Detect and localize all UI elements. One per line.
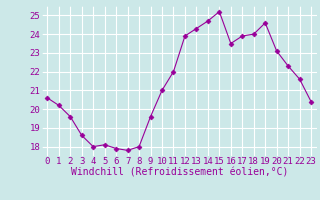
X-axis label: Windchill (Refroidissement éolien,°C): Windchill (Refroidissement éolien,°C)	[70, 168, 288, 178]
